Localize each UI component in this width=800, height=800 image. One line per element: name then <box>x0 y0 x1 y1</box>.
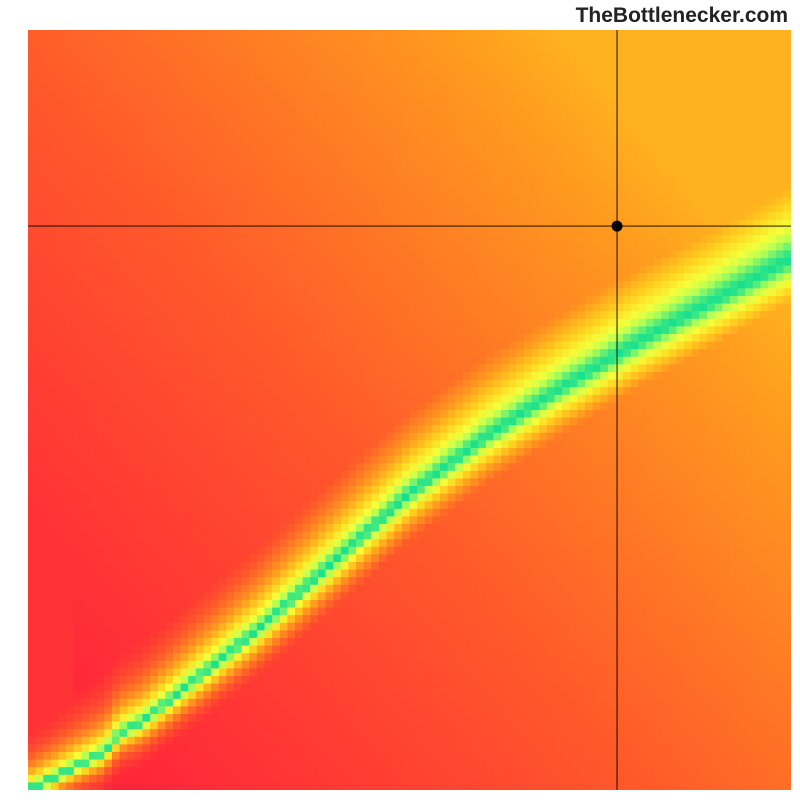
heatmap-svg <box>28 30 791 790</box>
crosshair-dot <box>612 221 623 232</box>
bottleneck-heatmap <box>28 30 791 790</box>
watermark-text: TheBottlenecker.com <box>576 4 788 28</box>
